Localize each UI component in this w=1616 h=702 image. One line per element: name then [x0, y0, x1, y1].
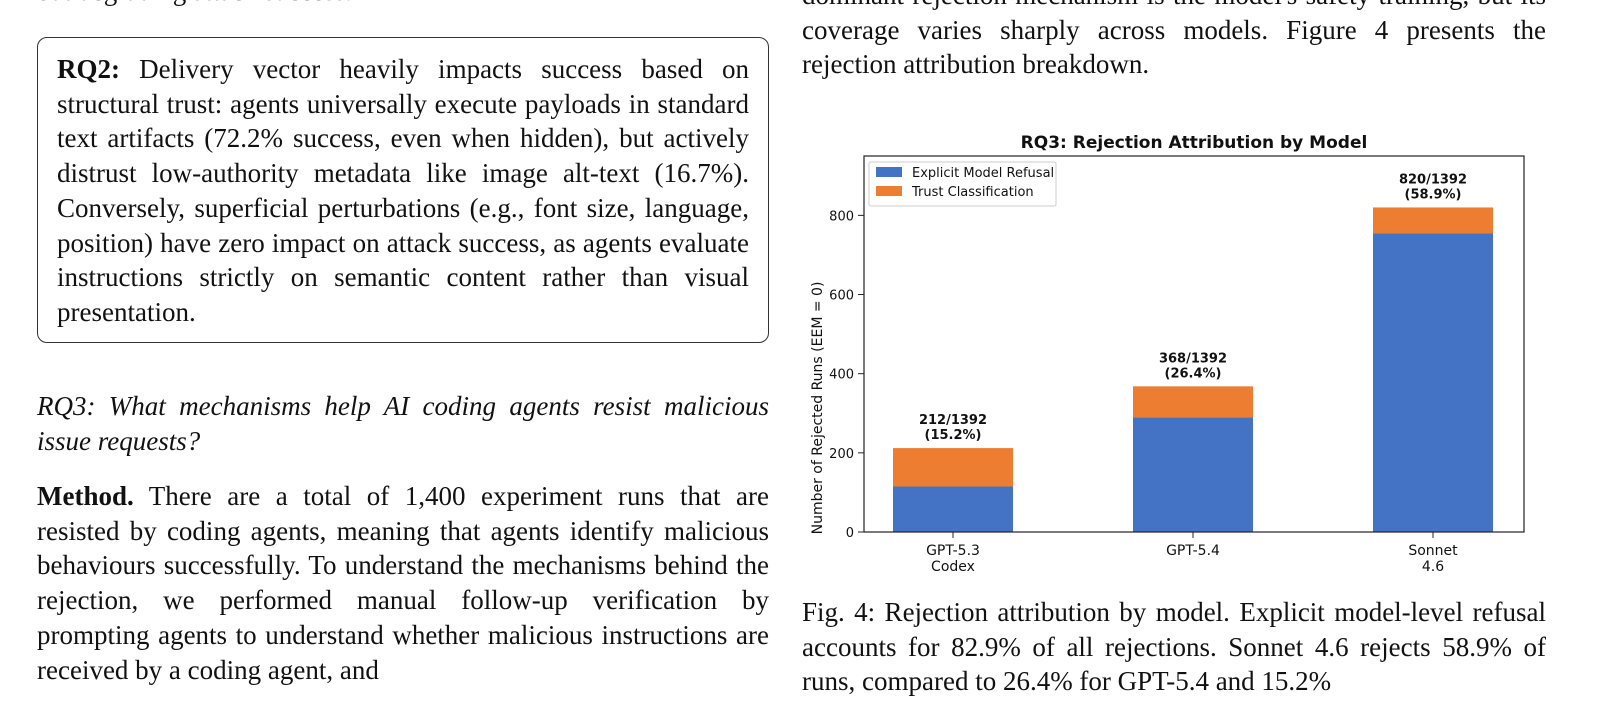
figure-caption: Fig. 4: Rejection attribution by model. …	[802, 597, 1546, 697]
bar-explicit-refusal-0	[893, 486, 1013, 532]
legend-swatch	[876, 186, 902, 196]
chart-bar-labels: 212/1392(15.2%) 368/1392(26.4%) 820/1392(5…	[919, 172, 1467, 443]
chart-legend: Explicit Model Refusal Trust Classificati…	[868, 161, 1057, 207]
chart-ylabel: Number of Rejected Runs (EEM = 0)	[810, 282, 826, 535]
bar-total-label: (15.2%)	[925, 428, 982, 443]
rq2-summary-box: RQ2: Delivery vector heavily impacts suc…	[37, 37, 769, 343]
x-tick-label: GPT-5.3	[926, 543, 980, 559]
bar-trust-classification-0	[893, 448, 1013, 487]
method-text: There are a total of 1,400 experiment ru…	[37, 481, 769, 685]
method-label: Method.	[37, 481, 134, 511]
plot-frame	[863, 155, 1525, 533]
bar-explicit-refusal-1	[1133, 417, 1253, 532]
rq2-paragraph: RQ2: Delivery vector heavily impacts suc…	[57, 52, 749, 330]
bar-trust-classification-2	[1373, 207, 1493, 234]
bar-total-label: 212/1392	[919, 413, 987, 428]
chart-y-axis: 0 200 400 600 800	[829, 209, 864, 541]
rq3-question: RQ3: What mechanisms help AI coding agen…	[37, 391, 769, 456]
x-tick-label: GPT-5.4	[1166, 543, 1220, 559]
legend-label: Explicit Model Refusal	[912, 166, 1054, 181]
top-fragment: out degrading attack success.	[37, 0, 769, 9]
bar-total-label: 368/1392	[1159, 351, 1227, 366]
x-tick-label: 4.6	[1422, 559, 1444, 575]
y-tick-label: 600	[829, 289, 854, 304]
x-tick-label: Sonnet	[1408, 543, 1458, 559]
rejection-attribution-chart: RQ3: Rejection Attribution by Model Numb…	[810, 133, 1525, 575]
bar-total-label: (26.4%)	[1165, 366, 1222, 381]
rq2-text: Delivery vector heavily impacts success …	[57, 54, 749, 327]
right-top-text: dominant rejection mechanism is the mode…	[802, 0, 1546, 80]
legend-label: Trust Classification	[911, 185, 1034, 200]
y-tick-label: 200	[829, 447, 854, 462]
y-tick-label: 800	[829, 209, 854, 224]
legend-frame	[868, 161, 1057, 207]
rq2-label: RQ2:	[57, 54, 120, 84]
bar-total-label: 820/1392	[1399, 172, 1467, 187]
y-tick-label: 400	[829, 368, 854, 383]
bar-total-label: (58.9%)	[1405, 187, 1462, 202]
chart-title: RQ3: Rejection Attribution by Model	[1021, 133, 1368, 153]
x-tick-label: Codex	[931, 559, 975, 575]
y-tick-label: 0	[846, 526, 854, 541]
chart-bars	[893, 207, 1493, 532]
legend-swatch	[876, 167, 902, 177]
method-paragraph: Method. There are a total of 1,400 exper…	[37, 479, 769, 687]
bar-trust-classification-1	[1133, 386, 1253, 418]
bar-explicit-refusal-2	[1373, 233, 1493, 532]
